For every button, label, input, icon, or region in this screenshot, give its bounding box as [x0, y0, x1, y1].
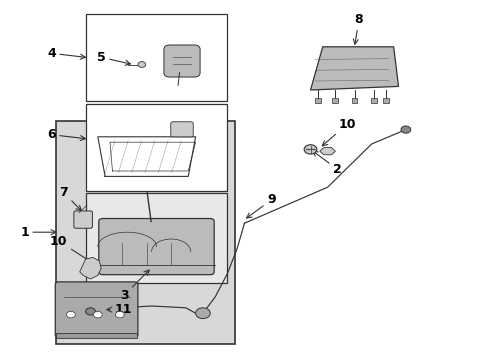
Circle shape: [304, 145, 316, 154]
Bar: [314, 98, 320, 103]
Bar: [351, 98, 357, 103]
Text: 11: 11: [106, 303, 132, 316]
Circle shape: [93, 311, 102, 318]
Circle shape: [66, 311, 75, 318]
Bar: [56, 121, 234, 344]
FancyBboxPatch shape: [99, 219, 214, 275]
Circle shape: [115, 311, 124, 318]
Circle shape: [85, 308, 95, 315]
Bar: [85, 104, 227, 191]
Text: 9: 9: [246, 193, 275, 218]
Text: 10: 10: [322, 118, 355, 146]
Bar: [56, 333, 137, 338]
Polygon shape: [310, 47, 398, 90]
Bar: [331, 98, 337, 103]
Text: 5: 5: [97, 51, 130, 65]
Text: 10: 10: [50, 235, 93, 263]
Text: 2: 2: [312, 151, 341, 176]
FancyBboxPatch shape: [55, 282, 138, 337]
FancyBboxPatch shape: [74, 211, 92, 228]
Circle shape: [138, 62, 145, 67]
Text: 8: 8: [352, 13, 363, 44]
Polygon shape: [80, 257, 101, 279]
Bar: [85, 193, 227, 283]
Text: 3: 3: [120, 270, 149, 302]
Polygon shape: [319, 148, 335, 155]
FancyBboxPatch shape: [163, 45, 200, 77]
Text: 1: 1: [20, 226, 56, 239]
FancyBboxPatch shape: [170, 122, 193, 137]
Bar: [383, 98, 388, 103]
Text: 4: 4: [47, 47, 85, 60]
Text: 7: 7: [59, 186, 81, 211]
Circle shape: [195, 308, 210, 319]
Bar: [370, 98, 376, 103]
Bar: [85, 14, 227, 101]
Circle shape: [400, 126, 410, 133]
Text: 6: 6: [47, 128, 85, 141]
